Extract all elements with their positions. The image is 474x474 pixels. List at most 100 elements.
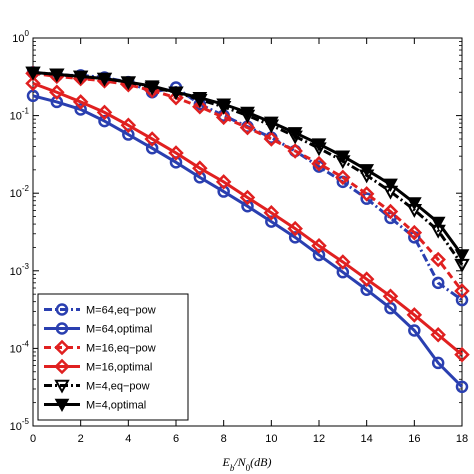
x-tick-label: 0 bbox=[30, 433, 36, 445]
legend-marker bbox=[54, 398, 70, 413]
x-tick-label: 4 bbox=[125, 433, 131, 445]
data-point bbox=[98, 114, 111, 128]
data-point bbox=[358, 186, 375, 202]
data-point bbox=[359, 164, 375, 178]
data-point bbox=[215, 109, 232, 126]
data-point bbox=[239, 119, 256, 136]
x-tick-label: 6 bbox=[173, 433, 179, 445]
legend-label: M=4,eq−pow bbox=[86, 381, 150, 393]
legend-marker bbox=[54, 379, 70, 394]
data-point bbox=[120, 76, 136, 90]
data-point bbox=[406, 224, 423, 241]
data-point bbox=[97, 72, 112, 87]
data-point bbox=[288, 231, 302, 244]
data-point bbox=[215, 174, 232, 190]
data-point bbox=[25, 66, 41, 80]
series-line bbox=[32, 94, 464, 388]
data-point bbox=[216, 98, 232, 112]
data-point bbox=[72, 94, 89, 110]
legend-label: M=16,eq−pow bbox=[86, 343, 156, 355]
data-point bbox=[406, 197, 422, 211]
legend-label: M=64,eq−pow bbox=[86, 305, 156, 317]
data-point bbox=[430, 251, 446, 268]
data-point bbox=[454, 346, 470, 363]
x-axis-label: Eb/N0(dB) bbox=[221, 455, 271, 473]
data-point bbox=[193, 171, 207, 184]
series-3 bbox=[25, 75, 470, 363]
data-point bbox=[287, 220, 303, 237]
legend-label: M=4,optimal bbox=[86, 400, 146, 412]
data-point bbox=[383, 178, 398, 192]
data-point bbox=[335, 169, 351, 186]
data-point bbox=[168, 145, 184, 161]
data-point bbox=[430, 216, 446, 230]
y-tick-label: 100 bbox=[12, 29, 29, 45]
data-point bbox=[239, 189, 256, 206]
data-point bbox=[263, 131, 280, 147]
data-point bbox=[168, 86, 184, 100]
data-point bbox=[120, 117, 137, 134]
data-point bbox=[287, 127, 303, 141]
data-point bbox=[408, 324, 421, 337]
y-tick-label: 10-1 bbox=[10, 107, 30, 123]
legend-marker bbox=[55, 303, 69, 316]
data-point bbox=[382, 288, 399, 305]
legend: M=64,eq−pow M=64,optimal M=16,eq−pow M=16,o… bbox=[37, 293, 189, 421]
y-axis: 100 10-1 10-2 10-3 10-4 10-5 bbox=[10, 29, 462, 433]
x-axis: 0 2 4 6 8 10 12 14 16 18 bbox=[30, 38, 468, 445]
x-tick-label: 18 bbox=[456, 433, 468, 445]
data-point bbox=[431, 276, 445, 290]
data-point bbox=[454, 249, 470, 263]
data-point bbox=[335, 254, 351, 270]
y-tick-label: 10-2 bbox=[10, 184, 30, 200]
data-point bbox=[241, 199, 254, 213]
data-point bbox=[382, 203, 399, 220]
data-point bbox=[311, 238, 327, 254]
data-point bbox=[49, 68, 65, 82]
data-point bbox=[73, 70, 89, 84]
data-point bbox=[144, 80, 160, 94]
data-point bbox=[168, 89, 184, 106]
y-tick-label: 10-3 bbox=[10, 262, 30, 278]
data-point bbox=[192, 92, 208, 106]
y-tick-label: 10-4 bbox=[10, 339, 30, 355]
legend-marker bbox=[54, 339, 70, 356]
data-point bbox=[263, 116, 279, 130]
data-point bbox=[454, 283, 470, 299]
data-point bbox=[311, 138, 327, 152]
x-tick-label: 14 bbox=[361, 433, 373, 445]
x-tick-label: 2 bbox=[78, 433, 84, 445]
legend-item: M=4,eq−pow bbox=[44, 379, 150, 394]
data-point bbox=[311, 155, 327, 172]
legend-item: M=64,eq−pow bbox=[44, 303, 156, 317]
data-point bbox=[265, 215, 278, 228]
data-point bbox=[455, 380, 469, 394]
data-point bbox=[358, 271, 375, 287]
data-point bbox=[406, 307, 423, 323]
data-point bbox=[144, 131, 160, 147]
data-point bbox=[25, 75, 41, 92]
data-point bbox=[312, 248, 326, 262]
x-tick-label: 16 bbox=[408, 433, 420, 445]
data-point bbox=[240, 106, 255, 120]
data-point bbox=[96, 104, 113, 121]
series-5 bbox=[25, 66, 470, 263]
x-tick-label: 10 bbox=[265, 433, 277, 445]
data-point bbox=[455, 293, 469, 307]
data-point bbox=[431, 356, 445, 370]
data-point bbox=[74, 103, 87, 116]
legend-marker bbox=[55, 322, 69, 335]
series-1 bbox=[26, 89, 469, 394]
data-point bbox=[287, 143, 303, 159]
data-point bbox=[335, 150, 351, 164]
legend-item: M=4,optimal bbox=[44, 398, 146, 413]
legend-item: M=64,optimal bbox=[44, 322, 152, 336]
x-tick-label: 12 bbox=[313, 433, 325, 445]
series-layer bbox=[25, 65, 470, 394]
legend-label: M=64,optimal bbox=[86, 324, 152, 336]
data-point bbox=[192, 98, 208, 115]
series-line bbox=[32, 81, 463, 356]
data-point bbox=[192, 160, 208, 176]
data-point bbox=[430, 326, 446, 343]
